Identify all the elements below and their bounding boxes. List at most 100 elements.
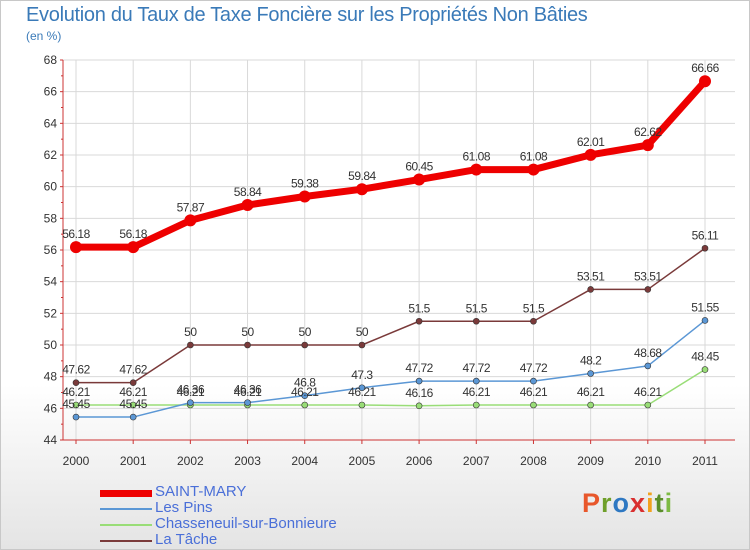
- data-label-les-pins: 45.45: [119, 397, 147, 411]
- y-tick-label: 44: [44, 433, 58, 447]
- data-label-la-tache: 50: [184, 325, 197, 339]
- data-point-les-pins: [530, 377, 537, 385]
- data-point-saint-mary: [298, 190, 311, 203]
- data-label-chasseneuil-sur-bonnieure: 48.45: [691, 350, 719, 364]
- data-point-saint-mary: [527, 163, 540, 176]
- data-label-saint-mary: 59.38: [291, 176, 319, 190]
- data-label-saint-mary: 56.18: [62, 227, 90, 241]
- data-point-chasseneuil-sur-bonnieure: [358, 401, 366, 409]
- x-tick-label: 2001: [120, 454, 147, 468]
- data-label-la-tache: 50: [356, 325, 369, 339]
- x-tick-label: 2009: [577, 454, 604, 468]
- data-label-les-pins: 46.36: [177, 383, 205, 397]
- data-label-chasseneuil-sur-bonnieure: 46.21: [520, 385, 548, 399]
- data-label-chasseneuil-sur-bonnieure: 46.21: [62, 385, 90, 399]
- data-label-chasseneuil-sur-bonnieure: 46.21: [348, 385, 376, 399]
- legend-item: La Tâche: [100, 531, 420, 549]
- data-label-les-pins: 45.45: [62, 397, 90, 411]
- data-point-la-tache: [301, 341, 309, 349]
- data-label-chasseneuil-sur-bonnieure: 46.21: [291, 385, 319, 399]
- data-label-la-tache: 51.5: [523, 301, 545, 315]
- data-label-les-pins: 48.68: [634, 346, 662, 360]
- chart-title: Evolution du Taux de Taxe Foncière sur l…: [26, 4, 588, 26]
- legend-item: Chasseneuil-sur-Bonnieure: [100, 515, 420, 533]
- data-point-la-tache: [358, 341, 366, 349]
- data-label-chasseneuil-sur-bonnieure: 46.21: [234, 385, 262, 399]
- series-line-chasseneuil-sur-bonnieure: [76, 368, 706, 407]
- data-point-saint-mary: [470, 163, 483, 176]
- data-label-saint-mary: 62.62: [634, 125, 662, 139]
- x-tick-label: 2004: [291, 454, 318, 468]
- legend-label: SAINT-MARY: [155, 483, 247, 500]
- data-label-la-tache: 53.51: [577, 269, 605, 283]
- y-tick-label: 52: [44, 306, 58, 320]
- data-label-les-pins: 47.72: [520, 361, 548, 375]
- data-label-saint-mary: 57.87: [177, 200, 205, 214]
- data-label-saint-mary: 59.84: [348, 169, 376, 183]
- data-point-les-pins: [187, 399, 194, 406]
- data-point-la-tache: [129, 379, 137, 386]
- data-point-chasseneuil-sur-bonnieure: [701, 366, 709, 373]
- x-tick-label: 2010: [634, 454, 661, 468]
- data-point-saint-mary: [241, 199, 254, 212]
- data-point-la-tache: [587, 286, 594, 293]
- data-label-chasseneuil-sur-bonnieure: 46.21: [577, 385, 605, 399]
- legend-swatch: [100, 524, 152, 526]
- data-point-la-tache: [187, 341, 194, 349]
- data-point-saint-mary: [184, 214, 197, 227]
- data-point-saint-mary: [355, 183, 368, 196]
- data-point-chasseneuil-sur-bonnieure: [72, 401, 80, 409]
- data-point-chasseneuil-sur-bonnieure: [530, 401, 537, 409]
- data-point-chasseneuil-sur-bonnieure: [129, 401, 137, 409]
- data-label-la-tache: 53.51: [634, 269, 662, 283]
- x-tick-label: 2011: [692, 454, 718, 468]
- legend-label: La Tâche: [155, 531, 218, 548]
- data-label-la-tache: 56.11: [692, 228, 719, 242]
- data-label-saint-mary: 58.84: [234, 185, 262, 199]
- y-tick-label: 54: [44, 275, 58, 289]
- data-label-les-pins: 47.72: [405, 361, 433, 375]
- data-point-saint-mary: [641, 139, 654, 152]
- data-point-la-tache: [530, 317, 537, 325]
- data-label-la-tache: 51.5: [466, 301, 488, 315]
- data-point-les-pins: [244, 399, 251, 406]
- data-point-la-tache: [415, 317, 423, 325]
- data-label-la-tache: 47.62: [119, 363, 147, 377]
- x-tick-label: 2003: [234, 454, 261, 468]
- data-point-la-tache: [72, 379, 80, 386]
- y-tick-label: 64: [44, 116, 58, 130]
- legend-swatch: [100, 508, 152, 510]
- x-tick-label: 2007: [463, 454, 490, 468]
- y-tick-label: 60: [44, 180, 58, 194]
- data-point-la-tache: [701, 244, 709, 252]
- y-tick-label: 56: [44, 243, 58, 257]
- data-label-la-tache: 47.62: [62, 363, 90, 377]
- x-tick-label: 2000: [63, 454, 90, 468]
- data-label-chasseneuil-sur-bonnieure: 46.21: [634, 385, 662, 399]
- x-tick-label: 2008: [520, 454, 547, 468]
- data-point-saint-mary: [127, 241, 140, 254]
- data-point-chasseneuil-sur-bonnieure: [472, 401, 480, 409]
- data-point-les-pins: [358, 384, 366, 392]
- data-point-les-pins: [129, 413, 137, 421]
- data-point-saint-mary: [70, 241, 82, 254]
- x-tick-label: 2006: [406, 454, 433, 468]
- data-point-les-pins: [472, 377, 480, 385]
- y-tick-label: 66: [44, 85, 58, 99]
- data-point-la-tache: [644, 286, 652, 293]
- legend-label: Les Pins: [155, 499, 213, 516]
- data-label-saint-mary: 56.18: [119, 227, 147, 241]
- data-label-les-pins: 48.2: [580, 354, 602, 368]
- data-label-les-pins: 47.3: [351, 368, 373, 382]
- data-label-saint-mary: 60.45: [405, 160, 433, 174]
- data-label-les-pins: 51.55: [691, 300, 719, 314]
- data-point-saint-mary: [413, 173, 426, 186]
- legend-label: Chasseneuil-sur-Bonnieure: [155, 515, 337, 532]
- data-point-les-pins: [415, 377, 423, 385]
- data-label-saint-mary: 66.66: [691, 61, 719, 75]
- data-point-chasseneuil-sur-bonnieure: [415, 402, 423, 410]
- data-point-la-tache: [472, 317, 480, 325]
- y-tick-label: 46: [44, 401, 58, 415]
- data-point-les-pins: [644, 362, 652, 370]
- data-label-chasseneuil-sur-bonnieure: 46.21: [177, 385, 205, 399]
